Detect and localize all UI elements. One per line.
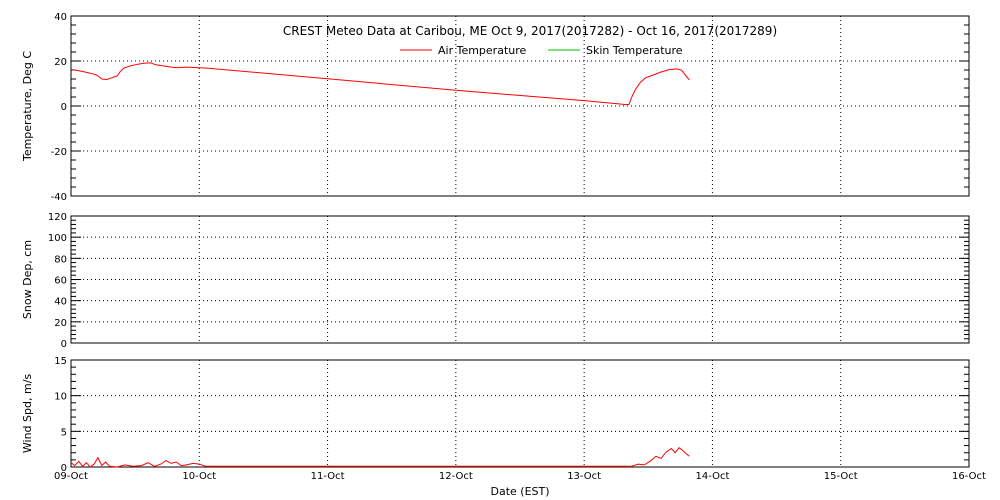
y-tick-label: 0 bbox=[61, 463, 67, 474]
y-tick-label: 0 bbox=[61, 102, 67, 113]
x-tick-label: 09-Oct bbox=[54, 471, 88, 482]
x-axis-label: Date (EST) bbox=[490, 485, 549, 498]
series-line bbox=[70, 62, 690, 106]
x-tick-label: 13-Oct bbox=[567, 471, 601, 482]
x-axis: 09-Oct 10-Oct 11-Oct 12-Oct 13-Oct 14-Oct 15-O… bbox=[54, 471, 986, 482]
panel-frame bbox=[70, 359, 970, 468]
y-axis-label: Snow Dep, cm bbox=[21, 240, 34, 319]
y-tick-label: 120 bbox=[48, 212, 67, 223]
x-tick-label: 12-Oct bbox=[439, 471, 473, 482]
y-tick-label: 0 bbox=[61, 339, 67, 350]
panel-snow: 0 20 40 60 80 100 120 Snow Dep, cm bbox=[21, 212, 970, 350]
x-tick-label: 10-Oct bbox=[182, 471, 216, 482]
y-tick-label: 20 bbox=[54, 57, 67, 68]
y-tick-label: 80 bbox=[54, 254, 67, 265]
x-tick-label: 14-Oct bbox=[695, 471, 729, 482]
legend-label-skin-temperature: Skin Temperature bbox=[586, 44, 683, 57]
y-tick-label: 5 bbox=[61, 427, 67, 438]
y-tick-label: -40 bbox=[51, 192, 67, 203]
x-tick-label: 16-Oct bbox=[952, 471, 986, 482]
legend: Air Temperature Skin Temperature bbox=[400, 44, 683, 57]
y-axis-label: Wind Spd, m/s bbox=[21, 374, 34, 454]
y-tick-label: 40 bbox=[54, 12, 67, 23]
panel-temperature: -40 -20 0 20 40 Temperature, Deg C bbox=[21, 12, 970, 203]
x-tick-label: 11-Oct bbox=[311, 471, 345, 482]
panel-wind: 0 5 10 15 Wind Spd, m/s bbox=[21, 356, 970, 474]
y-tick-label: 10 bbox=[54, 392, 67, 403]
y-tick-label: 100 bbox=[48, 233, 67, 244]
y-tick-label: 15 bbox=[54, 356, 67, 367]
panels: -40 -20 0 20 40 Temperature, Deg C 0 20 40 60 80 10… bbox=[21, 12, 970, 474]
y-tick-label: 20 bbox=[54, 318, 67, 329]
x-tick-label: 15-Oct bbox=[824, 471, 858, 482]
panel-frame bbox=[70, 15, 970, 197]
y-tick-label: -20 bbox=[51, 147, 67, 158]
legend-label-air-temperature: Air Temperature bbox=[438, 44, 527, 57]
y-axis-label: Temperature, Deg C bbox=[21, 51, 34, 162]
chart-title: CREST Meteo Data at Caribou, ME Oct 9, 2… bbox=[283, 24, 777, 38]
y-tick-label: 60 bbox=[54, 276, 67, 287]
panel-frame bbox=[70, 215, 970, 344]
y-tick-label: 40 bbox=[54, 297, 67, 308]
series-line bbox=[70, 447, 690, 468]
